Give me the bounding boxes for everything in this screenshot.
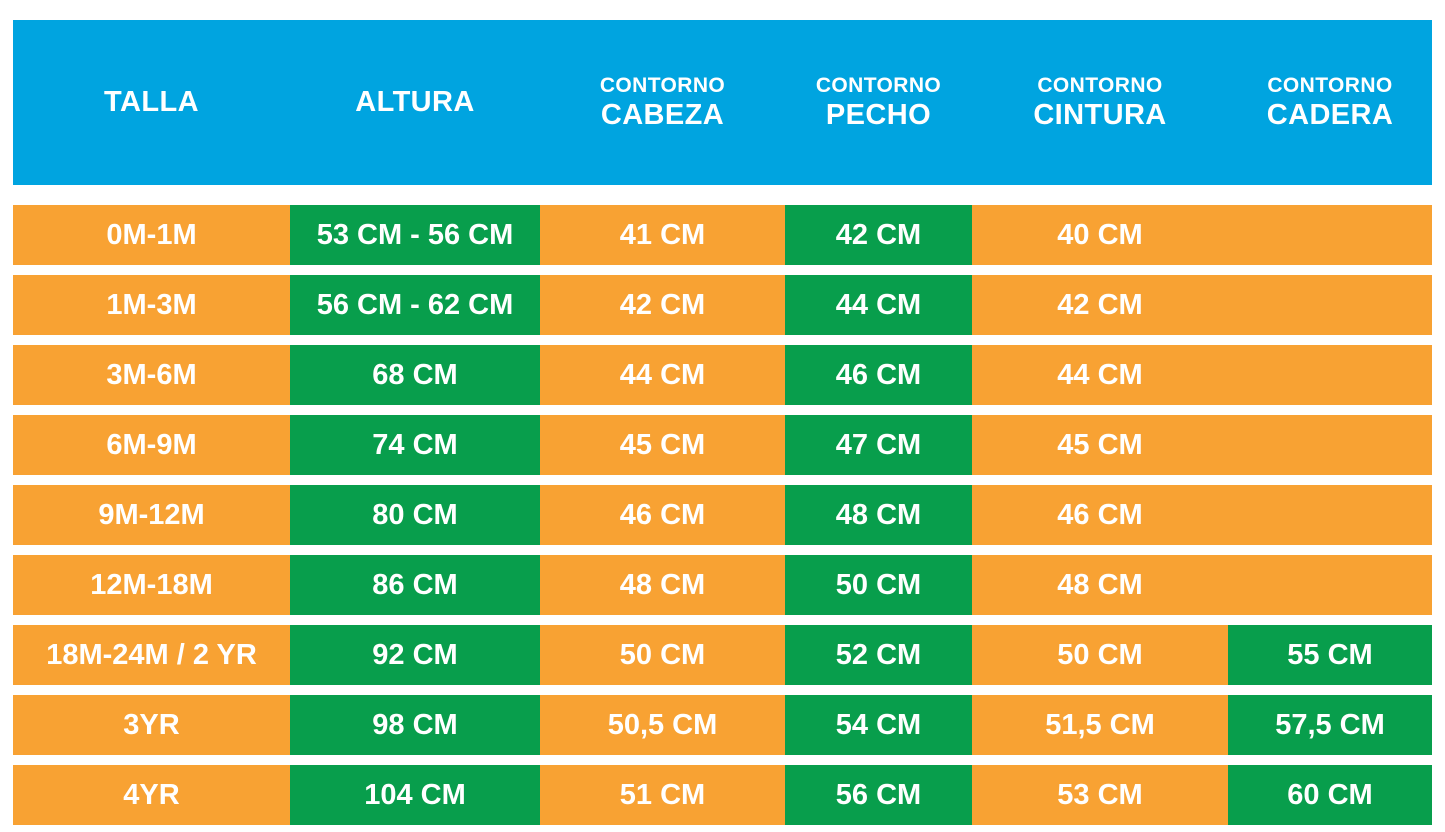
table-row: 4YR 104 CM 51 CM 56 CM 53 CM 60 CM [13, 765, 1432, 825]
cell-r5-cabeza: 48 CM [540, 555, 785, 615]
cell-r3-cintura: 45 CM [972, 415, 1228, 475]
cell-r2-talla: 3M-6M [13, 345, 290, 405]
cell-r4-cadera [1228, 485, 1432, 545]
table-row: 9M-12M 80 CM 46 CM 48 CM 46 CM [13, 485, 1432, 545]
cell-r0-talla: 0M-1M [13, 205, 290, 265]
cell-r3-pecho: 47 CM [785, 415, 972, 475]
cell-r2-cabeza: 44 CM [540, 345, 785, 405]
cell-r1-cintura: 42 CM [972, 275, 1228, 335]
cell-r6-cabeza: 50 CM [540, 625, 785, 685]
table-row: 3M-6M 68 CM 44 CM 46 CM 44 CM [13, 345, 1432, 405]
cell-r8-altura: 104 CM [290, 765, 540, 825]
cell-r1-pecho: 44 CM [785, 275, 972, 335]
cell-r8-talla: 4YR [13, 765, 290, 825]
cell-r4-pecho: 48 CM [785, 485, 972, 545]
header-col-talla: TALLA [13, 20, 290, 185]
cell-r8-pecho: 56 CM [785, 765, 972, 825]
cell-r4-cabeza: 46 CM [540, 485, 785, 545]
header-main-label: ALTURA [355, 85, 475, 118]
header-col-cintura: CONTORNO CINTURA [972, 20, 1228, 185]
cell-r2-pecho: 46 CM [785, 345, 972, 405]
header-top-label: CONTORNO [815, 73, 942, 97]
cell-r5-altura: 86 CM [290, 555, 540, 615]
cell-r5-cadera [1228, 555, 1432, 615]
cell-r6-altura: 92 CM [290, 625, 540, 685]
cell-r7-cabeza: 50,5 CM [540, 695, 785, 755]
cell-r1-cabeza: 42 CM [540, 275, 785, 335]
header-main-label: PECHO [825, 98, 932, 131]
cell-r4-cintura: 46 CM [972, 485, 1228, 545]
cell-r5-talla: 12M-18M [13, 555, 290, 615]
cell-r2-cadera [1228, 345, 1432, 405]
cell-r2-cintura: 44 CM [972, 345, 1228, 405]
cell-r3-talla: 6M-9M [13, 415, 290, 475]
table-row: 3YR 98 CM 50,5 CM 54 CM 51,5 CM 57,5 CM [13, 695, 1432, 755]
cell-r7-cadera: 57,5 CM [1228, 695, 1432, 755]
cell-r4-talla: 9M-12M [13, 485, 290, 545]
cell-r3-cabeza: 45 CM [540, 415, 785, 475]
cell-r6-pecho: 52 CM [785, 625, 972, 685]
cell-r1-altura: 56 CM - 62 CM [290, 275, 540, 335]
cell-r8-cadera: 60 CM [1228, 765, 1432, 825]
cell-r4-altura: 80 CM [290, 485, 540, 545]
cell-r5-pecho: 50 CM [785, 555, 972, 615]
cell-r7-altura: 98 CM [290, 695, 540, 755]
table-body: 0M-1M 53 CM - 56 CM 41 CM 42 CM 40 CM 1M… [13, 205, 1432, 825]
header-top-label: CONTORNO [1267, 73, 1393, 97]
header-main-label: TALLA [104, 85, 199, 118]
cell-r0-cabeza: 41 CM [540, 205, 785, 265]
header-top-label: CONTORNO [599, 73, 726, 97]
cell-r2-altura: 68 CM [290, 345, 540, 405]
cell-r0-altura: 53 CM - 56 CM [290, 205, 540, 265]
cell-r1-talla: 1M-3M [13, 275, 290, 335]
cell-r7-talla: 3YR [13, 695, 290, 755]
cell-r6-cintura: 50 CM [972, 625, 1228, 685]
header-col-altura: ALTURA [290, 20, 540, 185]
header-col-cabeza: CONTORNO CABEZA [540, 20, 785, 185]
cell-r8-cintura: 53 CM [972, 765, 1228, 825]
cell-r7-pecho: 54 CM [785, 695, 972, 755]
table-header: TALLA ALTURA CONTORNO CABEZA CONTORNO PE… [13, 20, 1432, 185]
header-main-label: CABEZA [600, 98, 725, 131]
cell-r0-cadera [1228, 205, 1432, 265]
cell-r7-cintura: 51,5 CM [972, 695, 1228, 755]
table-row: 1M-3M 56 CM - 62 CM 42 CM 44 CM 42 CM [13, 275, 1432, 335]
table-row: 18M-24M / 2 YR 92 CM 50 CM 52 CM 50 CM 5… [13, 625, 1432, 685]
cell-r5-cintura: 48 CM [972, 555, 1228, 615]
table-row: 6M-9M 74 CM 45 CM 47 CM 45 CM [13, 415, 1432, 475]
cell-r6-cadera: 55 CM [1228, 625, 1432, 685]
header-main-label: CADERA [1266, 98, 1394, 131]
header-main-label: CINTURA [1033, 98, 1167, 131]
header-col-pecho: CONTORNO PECHO [785, 20, 972, 185]
cell-r1-cadera [1228, 275, 1432, 335]
cell-r6-talla: 18M-24M / 2 YR [13, 625, 290, 685]
table-row: 0M-1M 53 CM - 56 CM 41 CM 42 CM 40 CM [13, 205, 1432, 265]
header-col-cadera: CONTORNO CADERA [1228, 20, 1432, 185]
cell-r0-pecho: 42 CM [785, 205, 972, 265]
cell-r3-altura: 74 CM [290, 415, 540, 475]
cell-r3-cadera [1228, 415, 1432, 475]
table-row: 12M-18M 86 CM 48 CM 50 CM 48 CM [13, 555, 1432, 615]
header-top-label: CONTORNO [1037, 73, 1163, 97]
cell-r8-cabeza: 51 CM [540, 765, 785, 825]
cell-r0-cintura: 40 CM [972, 205, 1228, 265]
